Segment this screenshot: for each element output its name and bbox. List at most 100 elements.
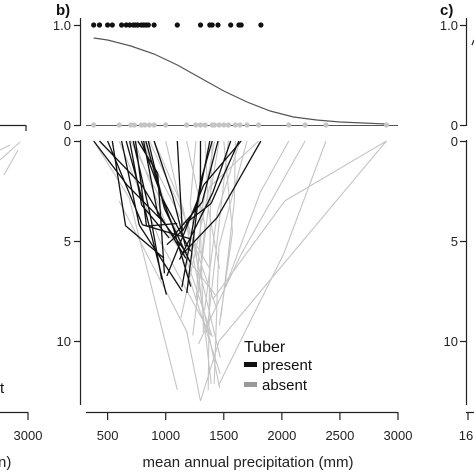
tree-branch — [157, 214, 188, 254]
tree-branch — [198, 254, 242, 345]
tree-branch — [160, 194, 192, 252]
panel-b-xlabel: mean annual precipitation (mm) — [143, 454, 354, 471]
tree-branch — [174, 201, 203, 235]
tree-branch — [220, 201, 235, 317]
tree-branch — [199, 140, 213, 183]
absent-point — [237, 122, 243, 128]
tree-branch — [259, 140, 290, 193]
absent-point — [197, 122, 204, 128]
tree-branch — [199, 340, 220, 402]
tree-branch — [118, 200, 188, 332]
tree-branch — [284, 140, 387, 202]
tree-branch — [206, 236, 219, 334]
panel-b-legend: Tuber present absent — [244, 339, 313, 394]
tree-branch — [213, 246, 220, 384]
panel-b-bottom-y-tick-label: 5 — [64, 234, 71, 249]
panel-b-x-tick-label: 2500 — [325, 428, 354, 443]
tree-branch — [188, 227, 221, 358]
tree-branch — [233, 140, 236, 202]
panel-b-label: b) — [56, 2, 70, 19]
absent-point — [256, 122, 262, 128]
absent-point — [202, 122, 208, 128]
tree-branch — [99, 140, 143, 186]
panel-c-x-tick-label: 16 — [459, 428, 473, 443]
panel-b-x-ticks: 500 1000 1500 2000 2500 3000 — [97, 412, 412, 443]
panel-c-label: c) — [440, 2, 453, 19]
tree-branch — [189, 140, 197, 203]
panel-b-bottom-y-tick-label: 0 — [64, 134, 71, 149]
panel-b-x-tick-label: 1000 — [151, 428, 180, 443]
tree-branch — [204, 212, 218, 311]
panel-b-x-tick-label: 2000 — [267, 428, 296, 443]
tree-branch — [223, 192, 261, 292]
tree-branch — [172, 228, 192, 287]
tree-branch — [147, 140, 166, 209]
panel-c-top-y-tick-label: 0 — [451, 118, 458, 133]
tree-branch — [132, 140, 151, 214]
tree-branch — [93, 140, 128, 186]
absent-point — [91, 122, 97, 128]
present-point — [209, 22, 215, 28]
absent-point — [244, 122, 250, 128]
tree-branch — [204, 140, 209, 209]
present-point — [151, 22, 157, 28]
tree-branch — [182, 216, 218, 255]
absent-point — [193, 122, 199, 128]
present-point — [215, 22, 221, 28]
panel-b-branches — [93, 140, 387, 402]
legend-swatch-absent — [244, 382, 257, 387]
absent-point — [383, 122, 389, 128]
panel-a-branch — [0, 141, 21, 161]
tree-branch — [128, 197, 178, 391]
present-point — [109, 22, 115, 28]
present-point — [96, 22, 103, 28]
tree-branch — [111, 140, 127, 226]
panel-b-x-tick-label: 500 — [97, 428, 119, 443]
panel-c-bottom-y-tick-label: 0 — [451, 134, 458, 149]
tree-branch — [283, 140, 327, 254]
panel-c-bottom-y-tick-label: 5 — [451, 234, 458, 249]
tree-branch — [216, 140, 241, 213]
tree-branch — [208, 140, 220, 200]
tree-branch — [186, 182, 202, 293]
absent-point — [142, 122, 148, 128]
panel-c: c) 1.0 0 0 5 10 16 — [440, 2, 474, 443]
present-point — [197, 22, 204, 28]
tree-branch — [142, 140, 159, 215]
panel-b: b) 1.0 0 0 5 10 500 1000 1500 2000 2500 3000 … — [53, 2, 413, 471]
tree-branch — [176, 231, 213, 338]
panel-a-xlabel-fragment: n) — [0, 454, 11, 471]
panel-b-top-y-tick-label: 1.0 — [53, 18, 71, 33]
tree-branch — [217, 253, 285, 386]
tree-branch — [165, 140, 182, 205]
absent-point — [211, 122, 218, 128]
panel-b-absent-points — [91, 122, 389, 128]
tree-branch — [166, 230, 183, 246]
tree-branch — [210, 140, 240, 204]
panel-a-legend-fragment: t — [0, 380, 5, 397]
panel-a-lines — [0, 141, 21, 176]
panel-b-x-tick-label: 1500 — [209, 428, 238, 443]
tree-branch — [216, 140, 262, 218]
present-point — [258, 22, 264, 28]
absent-point — [163, 122, 169, 128]
panel-a-x-tick-label: 3000 — [14, 428, 43, 443]
absent-point — [221, 122, 227, 128]
tree-branch — [93, 140, 130, 199]
legend-label-present: present — [262, 357, 313, 374]
present-point — [91, 22, 97, 28]
tree-branch — [153, 140, 174, 197]
present-point — [228, 22, 234, 28]
legend-label-absent: absent — [262, 377, 308, 394]
tree-branch — [176, 140, 183, 231]
legend-title: Tuber — [244, 339, 286, 356]
tree-branch — [145, 140, 162, 196]
absent-point — [131, 122, 137, 128]
panel-b-fit-curve — [93, 37, 387, 125]
tree-branch — [172, 196, 187, 247]
present-point — [105, 22, 111, 28]
tree-branch — [149, 213, 163, 280]
panel-a-branch — [0, 144, 11, 151]
absent-point — [225, 122, 231, 128]
